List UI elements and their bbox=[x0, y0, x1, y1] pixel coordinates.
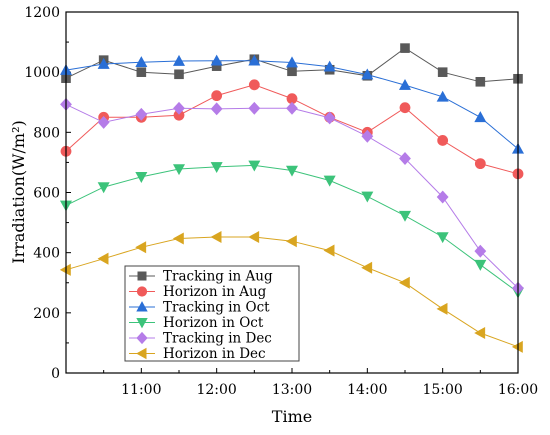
data-point-circle bbox=[437, 135, 449, 146]
data-point-triangle-left bbox=[436, 302, 448, 315]
data-point-square bbox=[437, 67, 448, 77]
data-point-triangle-left bbox=[361, 261, 373, 274]
legend-item-horizon-in-dec: Horizon in Dec bbox=[129, 346, 266, 362]
data-point-diamond bbox=[286, 101, 298, 115]
data-point-diamond bbox=[210, 102, 223, 116]
y-tick-label: 1200 bbox=[24, 5, 60, 21]
legend-item-tracking-in-aug: Tracking in Aug bbox=[129, 269, 273, 285]
x-tick-label: 13:00 bbox=[272, 382, 312, 398]
data-point-triangle-down bbox=[172, 164, 186, 176]
data-point-circle bbox=[211, 90, 223, 102]
legend-item-horizon-in-oct: Horizon in Oct bbox=[129, 315, 264, 331]
data-point-diamond bbox=[135, 107, 148, 121]
x-axis-label: Time bbox=[272, 407, 312, 426]
data-point-triangle-left bbox=[136, 347, 147, 360]
data-point-triangle-down bbox=[361, 191, 374, 203]
series-tracking-in-dec bbox=[60, 97, 524, 295]
data-point-diamond bbox=[361, 129, 374, 143]
data-point-square bbox=[475, 76, 486, 87]
x-tick-label: 12:00 bbox=[196, 382, 236, 398]
legend-item-tracking-in-dec: Tracking in Dec bbox=[129, 331, 272, 347]
x-tick-label: 16:00 bbox=[498, 382, 538, 398]
data-point-triangle-down bbox=[248, 160, 261, 172]
data-point-triangle-up bbox=[323, 60, 336, 72]
data-point-triangle-up bbox=[172, 54, 186, 66]
legend-label: Horizon in Oct bbox=[163, 315, 264, 331]
data-point-triangle-down bbox=[323, 175, 336, 187]
data-point-triangle-down bbox=[474, 259, 487, 271]
data-point-triangle-up bbox=[436, 90, 449, 102]
data-point-triangle-left bbox=[398, 276, 410, 289]
legend-label: Horizon in Dec bbox=[163, 346, 266, 362]
data-point-diamond bbox=[173, 101, 185, 115]
legend-label: Tracking in Aug bbox=[163, 269, 273, 285]
data-point-triangle-down bbox=[436, 232, 449, 244]
data-point-triangle-left bbox=[97, 252, 109, 265]
data-point-square bbox=[400, 43, 410, 53]
data-point-circle bbox=[248, 79, 260, 91]
legend-item-horizon-in-aug: Horizon in Aug bbox=[129, 284, 267, 300]
legend-label: Tracking in Oct bbox=[163, 300, 270, 316]
axis-ticks: 0 200 400 600 800 1000 1200 11:00 12:00 13:00 14:0… bbox=[24, 5, 538, 398]
x-tick-label: 15:00 bbox=[422, 382, 462, 398]
x-tick-label: 14:00 bbox=[347, 382, 387, 398]
data-point-triangle-down bbox=[398, 210, 412, 222]
data-point-triangle-down bbox=[285, 165, 299, 177]
y-tick-label: 0 bbox=[51, 366, 60, 382]
x-tick-label: 11:00 bbox=[121, 382, 161, 398]
y-tick-label: 1000 bbox=[24, 65, 60, 81]
data-point-square bbox=[287, 66, 297, 77]
data-point-triangle-left bbox=[474, 326, 486, 339]
plot-frame bbox=[65, 11, 519, 374]
data-point-triangle-left bbox=[210, 231, 222, 244]
data-point-diamond bbox=[97, 115, 110, 129]
data-point-diamond bbox=[136, 331, 148, 345]
legend-box bbox=[124, 265, 300, 362]
data-point-triangle-left bbox=[248, 231, 260, 244]
data-point-triangle-up bbox=[398, 78, 412, 90]
legend-label: Tracking in Dec bbox=[163, 331, 272, 347]
data-point-triangle-up bbox=[210, 54, 223, 66]
data-point-triangle-up bbox=[361, 68, 374, 80]
y-axis-label: Irradiation(W/m²) bbox=[9, 120, 28, 263]
data-point-triangle-up bbox=[136, 301, 148, 312]
series-tracking-in-oct bbox=[59, 54, 525, 154]
data-point-diamond bbox=[436, 190, 449, 204]
y-tick-label: 200 bbox=[33, 306, 60, 322]
data-point-triangle-up bbox=[97, 57, 110, 69]
data-point-triangle-left bbox=[285, 235, 297, 248]
legend-item-tracking-in-oct: Tracking in Oct bbox=[129, 300, 270, 316]
data-point-diamond bbox=[248, 101, 261, 115]
y-tick-label: 600 bbox=[33, 186, 60, 202]
data-point-triangle-up bbox=[135, 56, 148, 68]
y-tick-label: 400 bbox=[33, 246, 60, 262]
data-point-square bbox=[136, 67, 147, 77]
data-point-triangle-down bbox=[136, 317, 148, 329]
data-point-circle bbox=[474, 158, 486, 170]
data-point-diamond bbox=[323, 111, 336, 125]
data-point-square bbox=[137, 271, 147, 281]
data-point-circle bbox=[136, 286, 148, 297]
data-point-square bbox=[174, 69, 184, 80]
data-point-triangle-left bbox=[323, 244, 335, 257]
data-point-triangle-left bbox=[135, 241, 147, 254]
data-point-triangle-down bbox=[135, 172, 148, 183]
data-point-diamond bbox=[399, 152, 411, 165]
data-point-diamond bbox=[474, 244, 487, 258]
y-tick-label: 800 bbox=[33, 125, 60, 141]
legend-label: Horizon in Aug bbox=[163, 284, 267, 300]
data-point-triangle-up bbox=[285, 56, 299, 68]
data-point-triangle-down bbox=[97, 182, 110, 194]
data-point-triangle-down bbox=[210, 162, 223, 174]
data-point-circle bbox=[399, 102, 411, 114]
data-point-triangle-up bbox=[474, 111, 487, 123]
data-point-triangle-up bbox=[248, 54, 261, 66]
data-point-triangle-left bbox=[172, 232, 184, 245]
